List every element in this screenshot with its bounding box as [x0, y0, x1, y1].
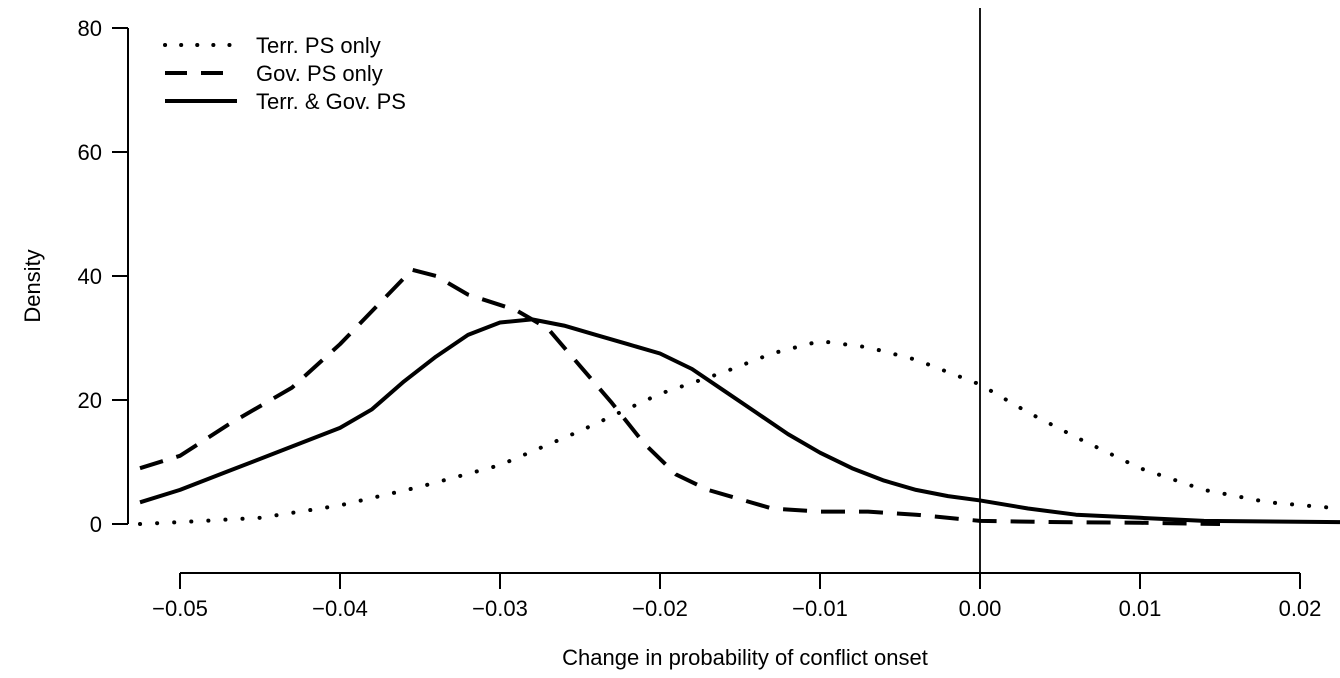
- y-tick-label-3: 60: [78, 140, 102, 165]
- legend-label-3: Terr. & Gov. PS: [256, 89, 406, 114]
- y-tick-label-1: 20: [78, 388, 102, 413]
- y-axis-title: Density: [20, 249, 45, 322]
- x-tick-label-7: 0.02: [1279, 596, 1322, 621]
- x-tick-label-3: −0.02: [632, 596, 688, 621]
- axes-layer: 0 20 40 60 80 −0.05 −0.04 −0.03 −0.02 −0.01 0.00 0.…: [78, 16, 1322, 621]
- y-tick-label-0: 0: [90, 512, 102, 537]
- x-tick-label-1: −0.04: [312, 596, 368, 621]
- legend: Terr. PS only Gov. PS only Terr. & Gov. PS: [163, 33, 406, 114]
- legend-label-1: Terr. PS only: [256, 33, 381, 58]
- x-axis-title: Change in probability of conflict onset: [562, 645, 928, 670]
- y-tick-label-2: 40: [78, 264, 102, 289]
- series-line-1: [138, 339, 1340, 526]
- x-tick-label-4: −0.01: [792, 596, 848, 621]
- x-tick-label-6: 0.01: [1119, 596, 1162, 621]
- series-line-2: [139, 267, 1221, 526]
- series-line-3: [139, 317, 1340, 525]
- x-tick-label-0: −0.05: [152, 596, 208, 621]
- x-tick-label-5: 0.00: [959, 596, 1002, 621]
- y-tick-label-4: 80: [78, 16, 102, 41]
- legend-label-2: Gov. PS only: [256, 61, 383, 86]
- x-tick-label-2: −0.03: [472, 596, 528, 621]
- plot-layer: [138, 8, 1340, 574]
